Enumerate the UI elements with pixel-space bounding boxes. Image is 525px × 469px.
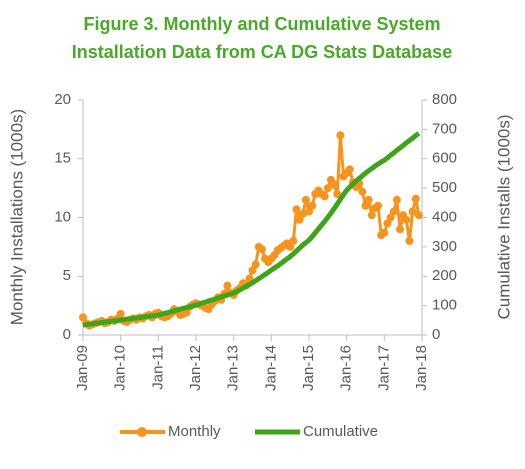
data-point: [182, 308, 191, 317]
chart-title: Figure 3. Monthly and Cumulative System: [83, 14, 440, 34]
legend-marker: [137, 427, 147, 437]
y-axis-title: Monthly Installations (1000s): [7, 109, 26, 325]
y2-tick-label: 600: [432, 150, 457, 167]
y-tick-label: 15: [54, 150, 71, 167]
legend-label: Cumulative: [303, 423, 378, 440]
y2-tick-label: 700: [432, 120, 457, 137]
data-point: [286, 242, 295, 251]
data-point: [402, 215, 411, 224]
x-tick-label: Jan-18: [413, 345, 430, 391]
data-point: [405, 237, 414, 245]
chart-title: Installation Data from CA DG Stats Datab…: [72, 42, 452, 62]
y-tick-label: 20: [54, 91, 71, 108]
data-point: [292, 205, 301, 214]
data-point: [289, 237, 298, 245]
x-tick-label: Jan-12: [187, 345, 204, 391]
data-point: [386, 213, 395, 222]
x-tick-label: Jan-10: [112, 345, 129, 391]
data-point: [411, 194, 420, 203]
data-point: [323, 184, 332, 193]
data-point: [389, 207, 398, 216]
x-tick-label: Jan-17: [375, 345, 392, 391]
y2-tick-label: 500: [432, 179, 457, 196]
data-point: [336, 131, 345, 140]
data-point: [298, 209, 307, 218]
y-tick-label: 5: [63, 267, 71, 284]
x-tick-label: Jan-13: [225, 345, 242, 391]
series-line: [81, 133, 421, 328]
data-point: [374, 201, 383, 210]
x-tick-label: Jan-14: [262, 345, 279, 391]
x-tick-label: Jan-15: [300, 345, 317, 391]
x-tick-label: Jan-11: [149, 345, 166, 390]
data-point: [364, 195, 373, 204]
data-point: [358, 187, 367, 196]
data-point: [301, 195, 310, 204]
data-point: [257, 245, 266, 254]
y2-tick-label: 200: [432, 267, 457, 284]
y2-axis-title: Cumulative Installs (1000s): [494, 114, 513, 319]
data-point: [345, 165, 354, 174]
data-point: [251, 260, 260, 269]
series-line: [82, 131, 421, 328]
x-tick-label: Jan-09: [74, 345, 91, 391]
data-point: [305, 207, 313, 216]
data-point: [367, 211, 376, 220]
data-point: [414, 211, 423, 220]
x-tick-label: Jan-16: [338, 345, 355, 391]
data-point: [380, 228, 389, 237]
data-point: [392, 195, 401, 204]
data-point: [361, 201, 370, 210]
y-tick-label: 10: [54, 208, 71, 225]
y-tick-label: 0: [63, 326, 71, 343]
y2-tick-label: 100: [432, 297, 457, 314]
data-point: [295, 215, 304, 224]
data-point: [320, 192, 329, 201]
data-point: [79, 313, 87, 322]
data-point: [116, 309, 125, 318]
data-point: [308, 201, 317, 210]
y2-tick-label: 0: [432, 326, 440, 343]
y2-tick-label: 300: [432, 238, 457, 255]
data-point: [330, 180, 339, 189]
data-point: [383, 219, 392, 228]
y2-tick-label: 400: [432, 208, 457, 225]
y2-tick-label: 800: [432, 91, 457, 108]
data-point: [248, 266, 257, 275]
legend-label: Monthly: [168, 423, 221, 440]
data-point: [396, 225, 405, 234]
data-point: [333, 190, 342, 198]
data-point: [223, 281, 232, 290]
data-point: [408, 207, 417, 216]
